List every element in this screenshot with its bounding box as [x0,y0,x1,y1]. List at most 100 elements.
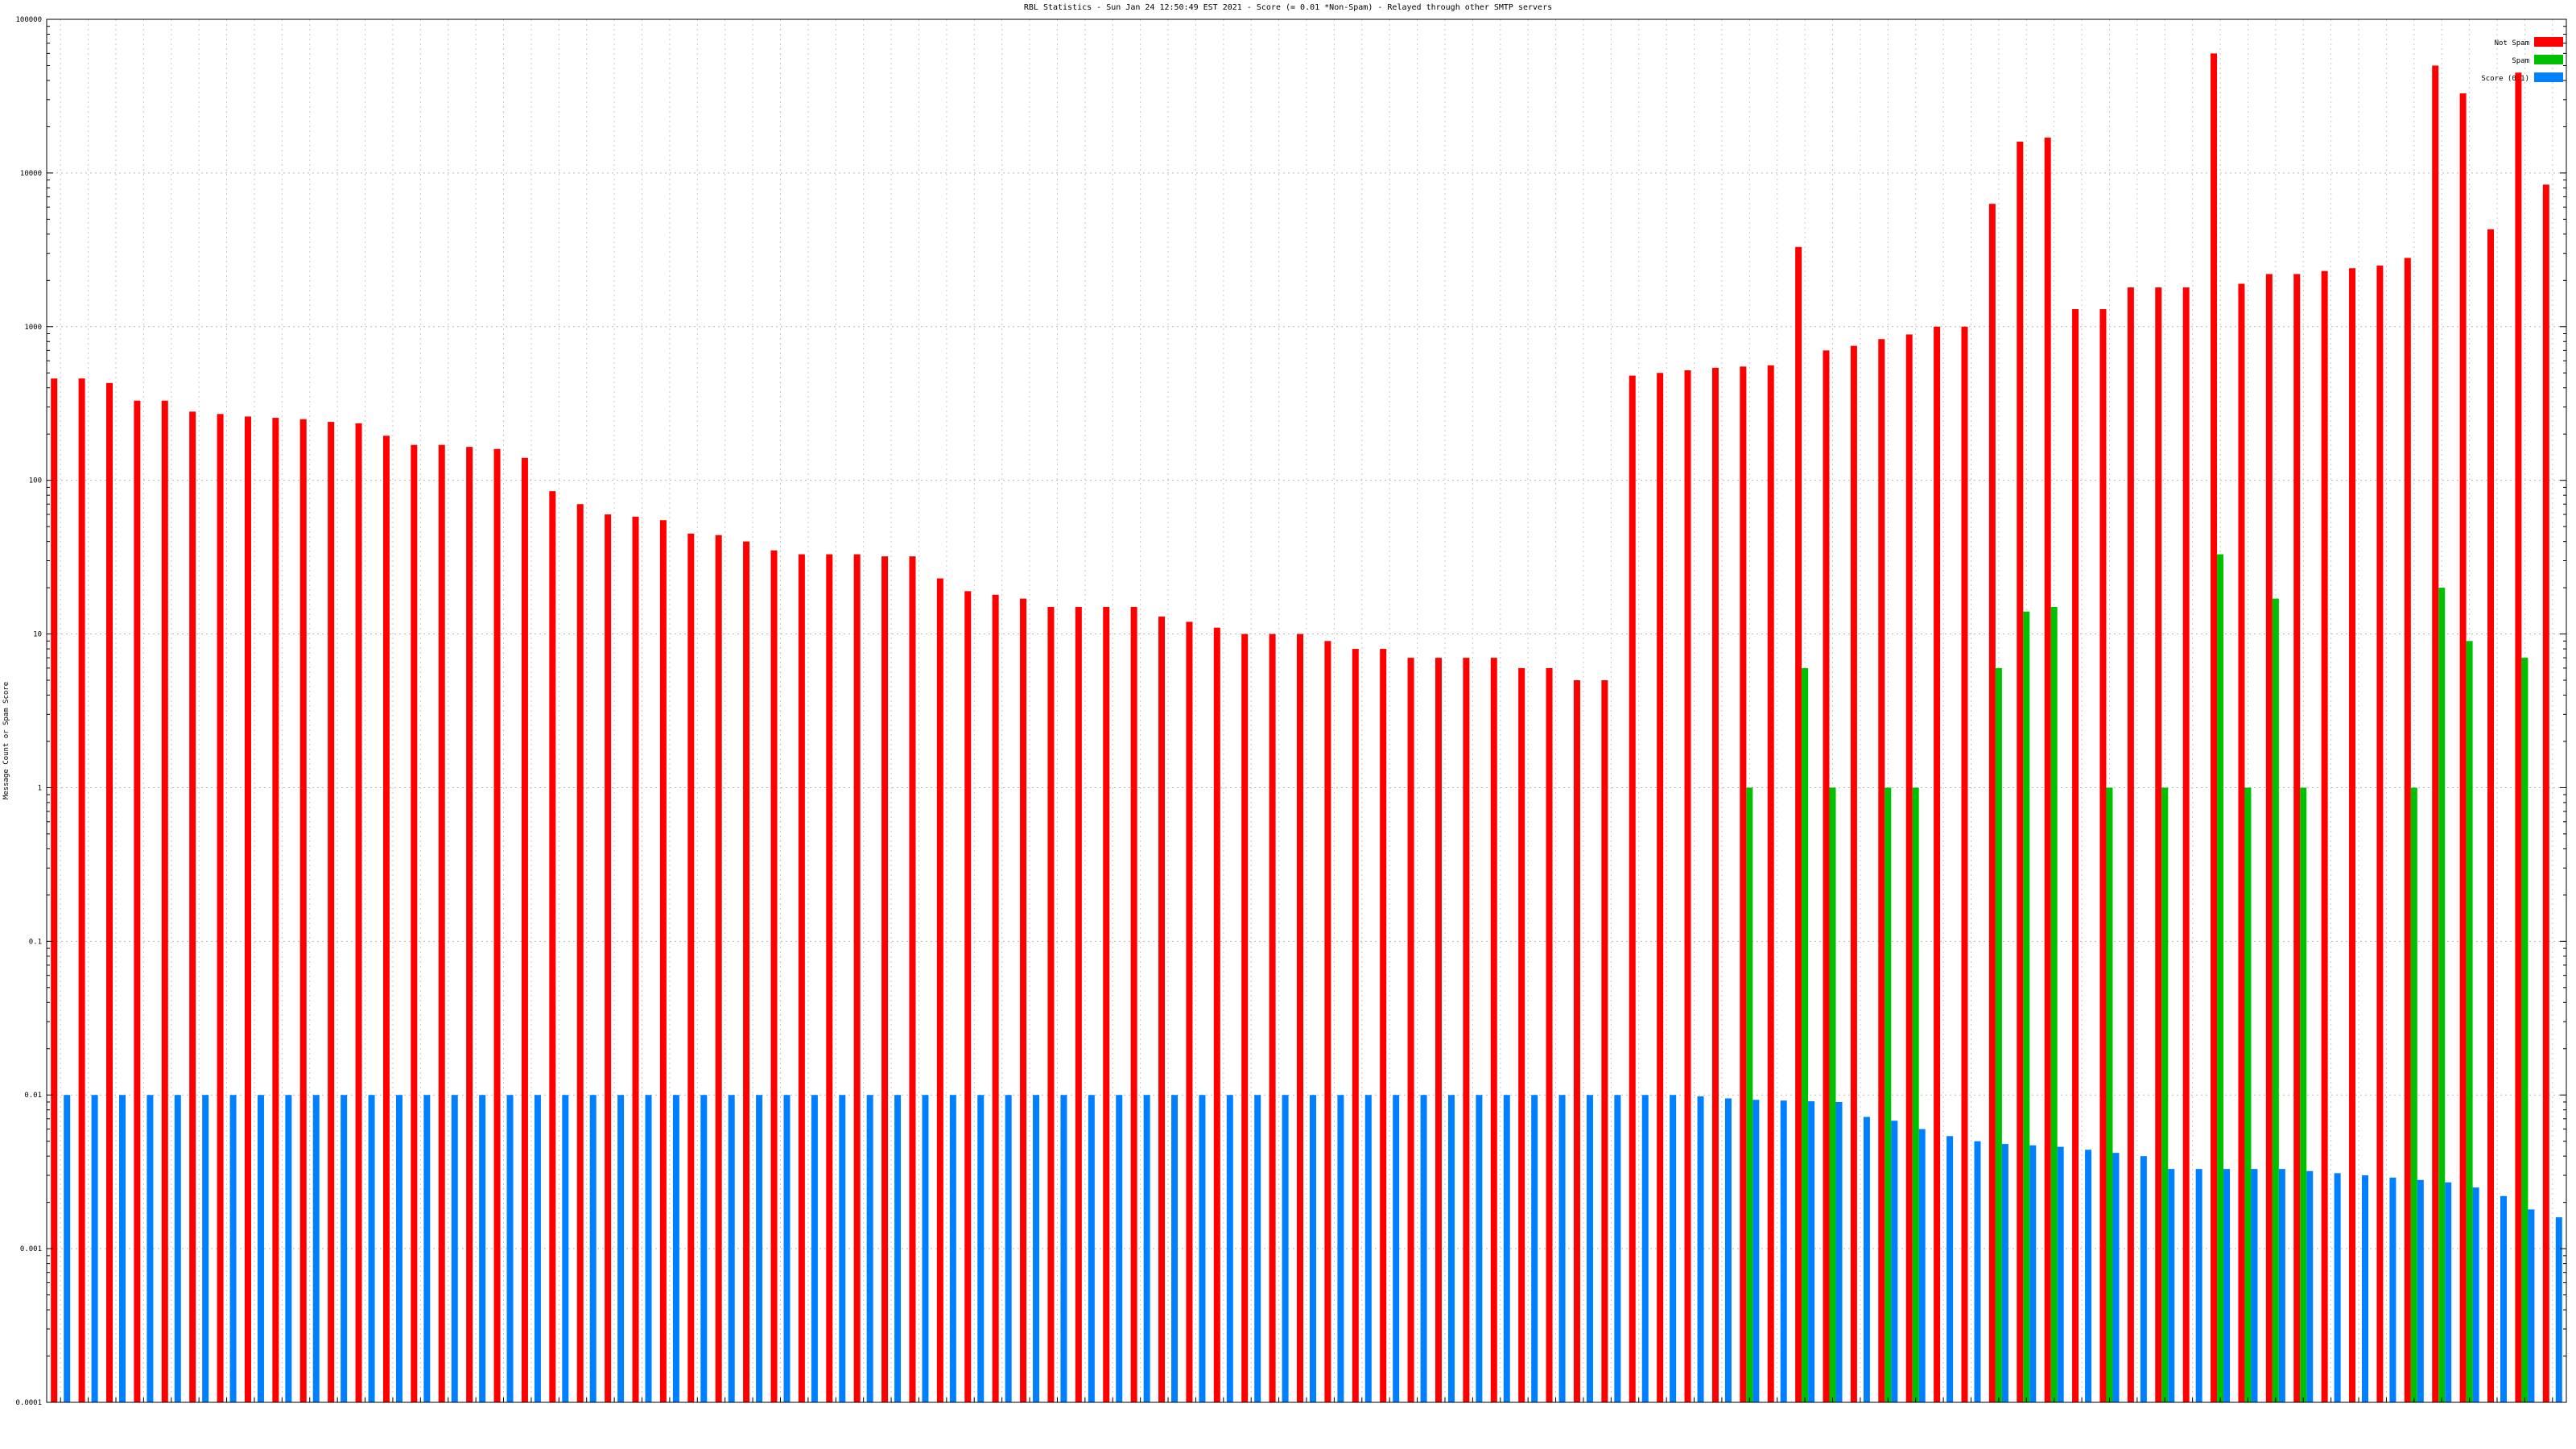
bar-score-0-1-33 [977,1095,985,1402]
bar-score-0-1-18 [562,1095,569,1402]
bar-score-0-1-62 [1780,1100,1787,1402]
bar-score-0-1-31 [922,1095,929,1402]
bar-not-spam-54 [1546,667,1553,1402]
bar-score-0-1-56 [1614,1095,1621,1402]
bar-score-0-1-76 [2168,1169,2175,1402]
bar-score-0-1-20 [617,1095,625,1402]
bar-spam-63 [1802,667,1809,1402]
bar-not-spam-13 [411,444,418,1402]
bar-score-0-1-32 [949,1095,956,1402]
bar-spam-76 [2161,787,2169,1402]
bar-spam-79 [2244,787,2252,1402]
bar-not-spam-84 [2376,265,2384,1403]
bar-score-0-1-64 [1835,1101,1843,1402]
bar-not-spam-73 [2072,309,2079,1403]
bar-not-spam-8 [272,418,279,1402]
bar-not-spam-58 [1657,373,1664,1402]
bar-score-0-1-21 [645,1095,652,1402]
bar-not-spam-62 [1767,365,1774,1402]
bar-score-0-1-71 [2029,1145,2037,1402]
bar-score-0-1-66 [1891,1121,1898,1402]
bar-score-0-1-19 [589,1095,597,1402]
y-tick-label: 100000 [15,16,42,24]
bar-not-spam-12 [382,436,390,1403]
bar-score-0-1-38 [1116,1095,1123,1402]
legend-label: Not Spam [2495,39,2529,47]
bar-not-spam-17 [521,457,528,1402]
bar-spam-66 [1885,787,1892,1402]
bar-score-0-1-17 [534,1095,541,1402]
bar-not-spam-77 [2182,287,2190,1403]
bar-score-0-1-6 [229,1095,237,1402]
bar-not-spam-22 [659,520,667,1402]
bar-spam-85 [2410,787,2417,1402]
bar-not-spam-65 [1850,345,1857,1402]
bar-not-spam-63 [1795,246,1802,1403]
bar-score-0-1-73 [2085,1150,2092,1402]
bar-not-spam-60 [1711,367,1719,1402]
bar-not-spam-69 [1961,326,1968,1402]
y-tick-label: 10 [33,631,42,639]
bar-not-spam-29 [853,554,861,1402]
bar-score-0-1-25 [756,1095,763,1402]
bar-score-0-1-59 [1697,1096,1704,1402]
bar-not-spam-79 [2238,283,2245,1403]
bar-score-0-1-39 [1143,1095,1150,1402]
bar-score-0-1-75 [2140,1156,2147,1402]
bar-score-0-1-13 [423,1095,431,1402]
bar-not-spam-2 [105,382,113,1402]
bar-not-spam-15 [466,447,473,1403]
bar-score-0-1-70 [2001,1144,2008,1402]
bar-not-spam-83 [2349,268,2356,1402]
bar-not-spam-59 [1684,369,1691,1402]
bar-score-0-1-47 [1364,1095,1372,1402]
bar-score-0-1-86 [2445,1182,2452,1402]
bar-spam-81 [2300,787,2307,1402]
bar-score-0-1-74 [2112,1153,2120,1402]
bar-score-0-1-5 [202,1095,209,1402]
bar-score-0-1-23 [700,1095,708,1402]
y-tick-label: 10000 [20,170,42,178]
bar-spam-87 [2466,641,2473,1402]
bar-not-spam-19 [576,504,584,1402]
bar-score-0-1-0 [64,1095,71,1402]
bar-not-spam-61 [1740,366,1747,1403]
bar-score-0-1-16 [506,1095,514,1402]
bar-not-spam-71 [2017,141,2024,1402]
bar-score-0-1-83 [2362,1175,2369,1402]
bar-not-spam-57 [1629,375,1636,1403]
bar-series-group [51,53,2562,1403]
bar-not-spam-35 [1020,598,1027,1402]
bar-not-spam-31 [909,556,916,1402]
bar-score-0-1-22 [672,1095,679,1402]
bar-score-0-1-84 [2389,1177,2396,1402]
bar-not-spam-90 [2542,184,2549,1402]
bar-score-0-1-15 [479,1095,486,1402]
bar-not-spam-14 [438,444,445,1402]
bar-score-0-1-37 [1088,1095,1095,1402]
bar-not-spam-70 [1988,204,1996,1403]
bar-score-0-1-67 [1918,1129,1926,1402]
bar-score-0-1-50 [1447,1095,1455,1402]
bar-score-0-1-27 [811,1095,818,1402]
bar-score-0-1-85 [2417,1179,2424,1402]
bar-score-0-1-1 [91,1095,98,1402]
bar-not-spam-34 [992,594,999,1402]
bar-score-0-1-63 [1808,1101,1815,1402]
bar-score-0-1-57 [1641,1095,1649,1402]
bar-not-spam-27 [798,554,805,1402]
legend-swatch [2534,55,2563,64]
bar-not-spam-52 [1490,658,1497,1402]
bar-score-0-1-55 [1586,1095,1593,1402]
bar-not-spam-89 [2515,72,2522,1402]
bar-not-spam-48 [1380,649,1387,1402]
grid-lines [47,19,2566,1403]
y-tick-label: 0.01 [24,1092,42,1100]
bar-score-0-1-72 [2057,1146,2064,1402]
bar-not-spam-26 [770,550,778,1403]
bar-not-spam-51 [1463,658,1470,1402]
bar-score-0-1-78 [2223,1169,2231,1402]
bar-score-0-1-26 [783,1095,791,1402]
bar-score-0-1-44 [1282,1095,1289,1402]
legend-label: Spam [2512,57,2529,65]
